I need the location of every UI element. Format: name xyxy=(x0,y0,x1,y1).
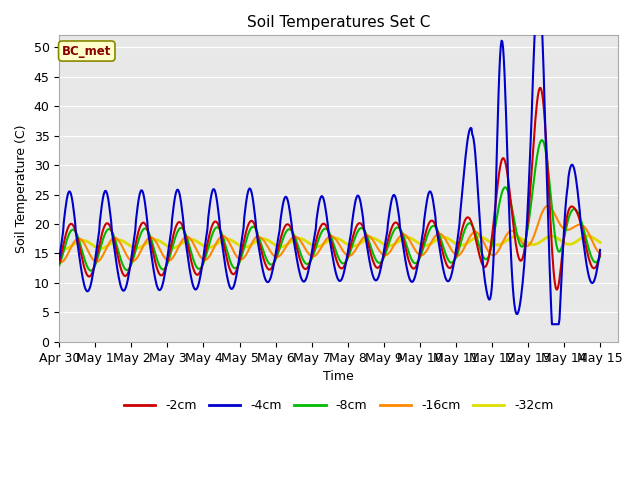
-4cm xyxy=(396,216,403,221)
-32cm xyxy=(177,242,184,248)
-2cm xyxy=(65,223,73,228)
-2cm xyxy=(176,219,184,225)
-2cm xyxy=(121,273,129,279)
Line: -4cm: -4cm xyxy=(60,18,600,324)
X-axis label: Time: Time xyxy=(323,370,354,383)
-4cm xyxy=(596,247,604,253)
-4cm xyxy=(548,321,556,327)
-2cm xyxy=(596,252,604,257)
-16cm xyxy=(57,259,65,265)
-16cm xyxy=(543,203,551,209)
-16cm xyxy=(66,247,74,253)
-8cm xyxy=(87,268,95,274)
Text: BC_met: BC_met xyxy=(62,45,111,58)
-32cm xyxy=(205,245,213,251)
-4cm xyxy=(56,256,63,262)
-2cm xyxy=(552,287,560,292)
-16cm xyxy=(396,233,404,239)
-4cm xyxy=(412,274,419,279)
-8cm xyxy=(596,253,604,259)
-4cm xyxy=(65,189,73,194)
-32cm xyxy=(61,246,68,252)
-32cm xyxy=(584,233,591,239)
-8cm xyxy=(177,225,184,231)
-8cm xyxy=(205,242,213,248)
-16cm xyxy=(177,240,184,246)
Line: -8cm: -8cm xyxy=(60,140,600,271)
Y-axis label: Soil Temperature (C): Soil Temperature (C) xyxy=(15,124,28,253)
-2cm xyxy=(536,85,544,91)
-16cm xyxy=(56,259,63,265)
-8cm xyxy=(65,231,73,237)
Line: -16cm: -16cm xyxy=(60,206,600,262)
-4cm xyxy=(121,287,129,293)
-32cm xyxy=(596,240,604,245)
-32cm xyxy=(56,244,63,250)
-2cm xyxy=(56,260,63,266)
-4cm xyxy=(532,15,540,21)
Legend: -2cm, -4cm, -8cm, -16cm, -32cm: -2cm, -4cm, -8cm, -16cm, -32cm xyxy=(119,394,559,417)
-16cm xyxy=(205,254,213,260)
-4cm xyxy=(204,215,212,221)
-16cm xyxy=(412,248,420,254)
-32cm xyxy=(396,238,404,243)
-32cm xyxy=(66,244,74,250)
-32cm xyxy=(412,239,420,244)
-16cm xyxy=(596,250,604,256)
-8cm xyxy=(56,263,63,268)
-4cm xyxy=(176,192,184,197)
-32cm xyxy=(122,240,129,245)
-8cm xyxy=(412,260,420,266)
-16cm xyxy=(122,250,129,256)
Line: -2cm: -2cm xyxy=(60,88,600,289)
-2cm xyxy=(412,265,419,271)
-8cm xyxy=(538,137,546,143)
-2cm xyxy=(396,224,403,229)
Title: Soil Temperatures Set C: Soil Temperatures Set C xyxy=(247,15,430,30)
-8cm xyxy=(122,266,129,272)
-2cm xyxy=(204,237,212,242)
Line: -32cm: -32cm xyxy=(60,236,600,249)
-8cm xyxy=(396,227,404,232)
